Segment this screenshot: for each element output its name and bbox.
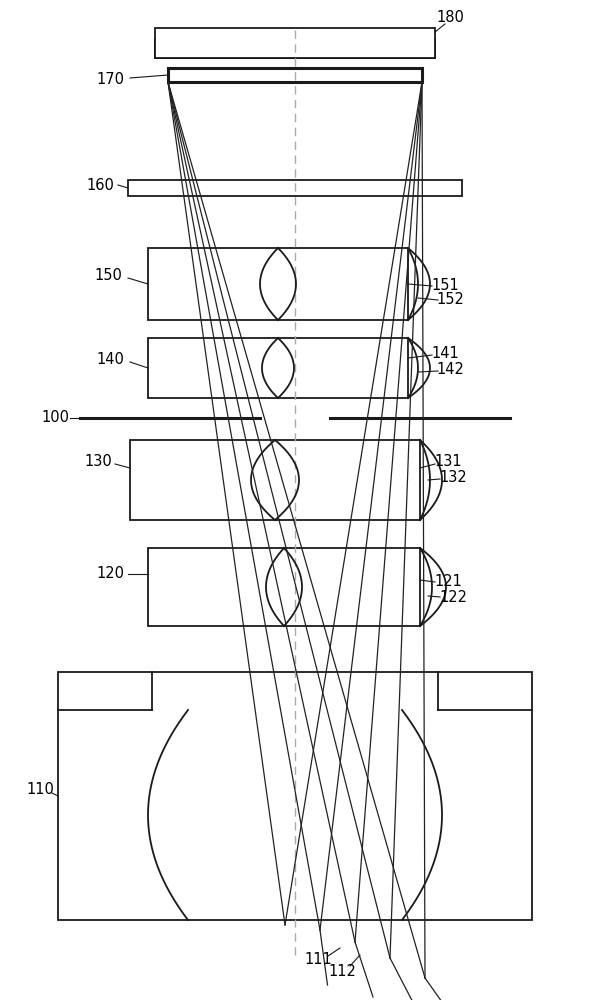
Text: 112: 112 — [328, 964, 356, 980]
Bar — [148, 248, 408, 320]
Text: 122: 122 — [439, 590, 467, 605]
Text: 111: 111 — [304, 952, 332, 968]
Text: 140: 140 — [96, 353, 124, 367]
Text: 132: 132 — [439, 471, 467, 486]
Text: 130: 130 — [84, 454, 112, 470]
Text: 131: 131 — [434, 454, 462, 470]
Bar — [128, 180, 462, 196]
Bar — [155, 28, 435, 58]
Text: 150: 150 — [94, 267, 122, 282]
Bar — [155, 39, 435, 58]
Text: 151: 151 — [431, 278, 459, 294]
Text: 142: 142 — [436, 362, 464, 377]
Text: 180: 180 — [436, 10, 464, 25]
Text: 110: 110 — [26, 782, 54, 798]
Bar — [148, 338, 408, 398]
Bar — [148, 548, 420, 626]
Bar — [155, 28, 435, 39]
Bar — [168, 68, 422, 82]
Text: 100: 100 — [41, 410, 69, 426]
Bar — [58, 672, 532, 920]
Text: 170: 170 — [96, 73, 124, 88]
Bar — [130, 440, 420, 520]
Text: 121: 121 — [434, 574, 462, 589]
Text: 152: 152 — [436, 292, 464, 308]
Text: 141: 141 — [431, 347, 459, 361]
Text: 120: 120 — [96, 566, 124, 582]
Text: 160: 160 — [86, 178, 114, 192]
